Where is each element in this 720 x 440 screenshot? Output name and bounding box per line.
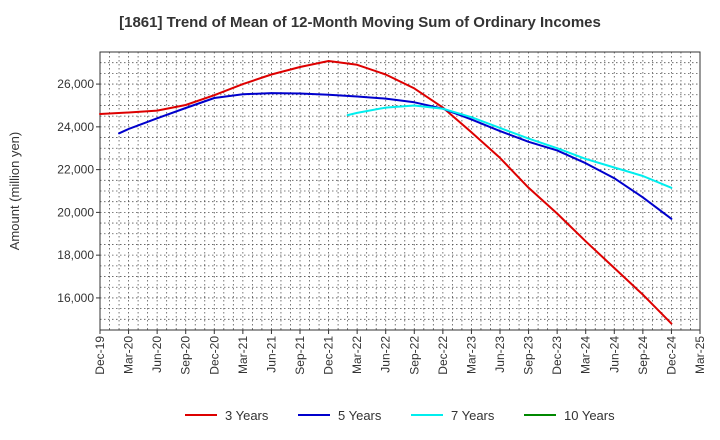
y-tick-label: 26,000 [57,77,94,91]
x-tick-label: Sep-24 [636,336,650,375]
x-tick-label: Dec-21 [322,336,336,375]
y-tick-label: 24,000 [57,120,94,134]
x-tick-label: Jun-23 [493,336,507,373]
x-tick-label: Jun-24 [607,336,621,373]
x-tick-label: Mar-24 [579,336,593,374]
legend: 3 Years 5 Years 7 Years 10 Years [185,408,615,423]
y-tick-label: 18,000 [57,248,94,262]
x-tick-label: Mar-21 [236,336,250,374]
legend-label-7-years: 7 Years [451,408,495,423]
x-tick-label: Dec-19 [93,336,107,375]
y-axis-title: Amount (million yen) [7,132,22,251]
x-tick-label: Dec-20 [207,336,221,375]
x-tick-label: Dec-24 [664,336,678,375]
x-axis-ticks: Dec-19 Mar-20 Jun-20 Sep-20 Dec-20 Mar-21 Jun-… [93,330,707,375]
x-tick-label: Sep-21 [293,336,307,375]
x-tick-label: Sep-23 [522,336,536,375]
x-tick-label: Sep-22 [407,336,421,375]
y-tick-label: 16,000 [57,291,94,305]
x-tick-label: Sep-20 [179,336,193,375]
x-tick-label: Dec-22 [436,336,450,375]
legend-label-5-years: 5 Years [338,408,382,423]
series-line-5-years [118,92,673,220]
series-layer [99,60,673,325]
series-line-3-years [99,60,673,325]
x-tick-label: Jun-20 [150,336,164,373]
legend-label-10-years: 10 Years [564,408,615,423]
x-tick-label: Mar-22 [350,336,364,374]
y-tick-label: 22,000 [57,163,94,177]
x-tick-label: Dec-23 [550,336,564,375]
y-axis-ticks: 16,000 18,000 20,000 22,000 24,000 26,000 [57,77,100,305]
series-line-7-years [346,104,673,189]
plot-frame [99,51,701,331]
chart-title: [1861] Trend of Mean of 12-Month Moving … [119,14,601,31]
x-tick-label: Mar-25 [693,336,707,374]
grid-layer [100,52,700,330]
x-tick-label: Jun-21 [264,336,278,373]
x-tick-label: Mar-23 [464,336,478,374]
x-tick-label: Mar-20 [122,336,136,374]
x-tick-label: Jun-22 [379,336,393,373]
legend-label-3-years: 3 Years [225,408,269,423]
y-tick-label: 20,000 [57,205,94,219]
